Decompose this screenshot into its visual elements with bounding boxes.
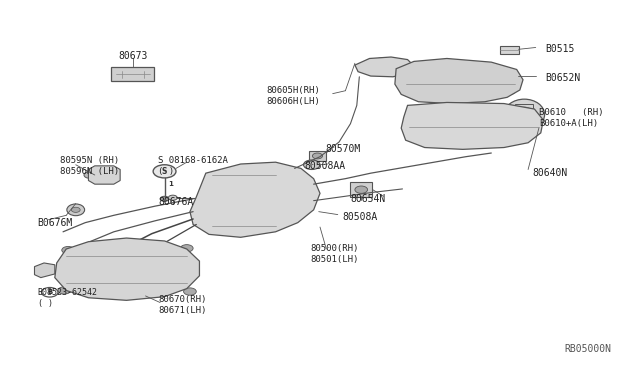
Text: B0652N: B0652N (545, 73, 580, 83)
Ellipse shape (290, 180, 305, 189)
Ellipse shape (160, 196, 169, 201)
Bar (350, 182, 372, 197)
Ellipse shape (355, 186, 367, 193)
Ellipse shape (521, 128, 538, 138)
Text: B0676M: B0676M (38, 218, 73, 228)
Bar (500, 46, 518, 54)
Ellipse shape (62, 247, 74, 254)
Ellipse shape (153, 165, 176, 178)
Ellipse shape (234, 189, 273, 211)
Ellipse shape (377, 63, 390, 71)
Text: RB05000N: RB05000N (565, 344, 612, 354)
Ellipse shape (312, 153, 323, 159)
Text: B0515: B0515 (545, 44, 575, 54)
Ellipse shape (514, 107, 534, 122)
Ellipse shape (152, 266, 180, 282)
Text: 80676A: 80676A (158, 198, 193, 208)
Ellipse shape (106, 256, 150, 282)
Ellipse shape (209, 199, 228, 210)
Text: S 08168-6162A
( ): S 08168-6162A ( ) (158, 156, 228, 176)
Text: 80570M: 80570M (325, 144, 360, 154)
Text: B08523-62542
( ): B08523-62542 ( ) (38, 288, 98, 308)
Text: 80640N: 80640N (532, 168, 568, 178)
Ellipse shape (414, 85, 431, 95)
Polygon shape (395, 58, 523, 103)
Ellipse shape (84, 172, 95, 178)
Ellipse shape (71, 207, 80, 212)
Text: 80500(RH)
80501(LH): 80500(RH) 80501(LH) (310, 244, 359, 264)
Ellipse shape (168, 195, 177, 200)
Text: 1: 1 (168, 181, 173, 187)
Ellipse shape (369, 58, 397, 76)
Bar (111, 67, 154, 81)
Polygon shape (401, 102, 543, 149)
Ellipse shape (184, 288, 196, 295)
Ellipse shape (282, 201, 301, 212)
Bar (515, 103, 533, 125)
Text: 80673: 80673 (118, 51, 148, 61)
Text: 80508AA: 80508AA (305, 161, 346, 171)
Text: 80605H(RH)
80606H(LH): 80605H(RH) 80606H(LH) (266, 86, 320, 106)
Ellipse shape (303, 160, 320, 170)
Text: 80654N: 80654N (351, 194, 386, 204)
Text: B: B (47, 289, 52, 295)
Text: 80508A: 80508A (342, 212, 378, 222)
Bar (308, 151, 326, 161)
Ellipse shape (74, 266, 102, 282)
Text: B0610   (RH)
B0610+A(LH): B0610 (RH) B0610+A(LH) (539, 108, 604, 128)
Polygon shape (190, 162, 320, 237)
Ellipse shape (413, 128, 429, 138)
Polygon shape (35, 263, 55, 278)
Ellipse shape (67, 204, 84, 216)
Text: S: S (162, 167, 167, 176)
Ellipse shape (180, 245, 193, 252)
Text: 80595N (RH)
80596N (LH): 80595N (RH) 80596N (LH) (60, 156, 119, 176)
Ellipse shape (504, 99, 545, 130)
Polygon shape (88, 166, 120, 184)
Bar (97, 170, 112, 180)
Text: 80670(RH)
80671(LH): 80670(RH) 80671(LH) (158, 295, 207, 315)
Polygon shape (55, 238, 200, 300)
Ellipse shape (499, 85, 516, 95)
Polygon shape (355, 57, 414, 77)
Ellipse shape (58, 287, 70, 294)
